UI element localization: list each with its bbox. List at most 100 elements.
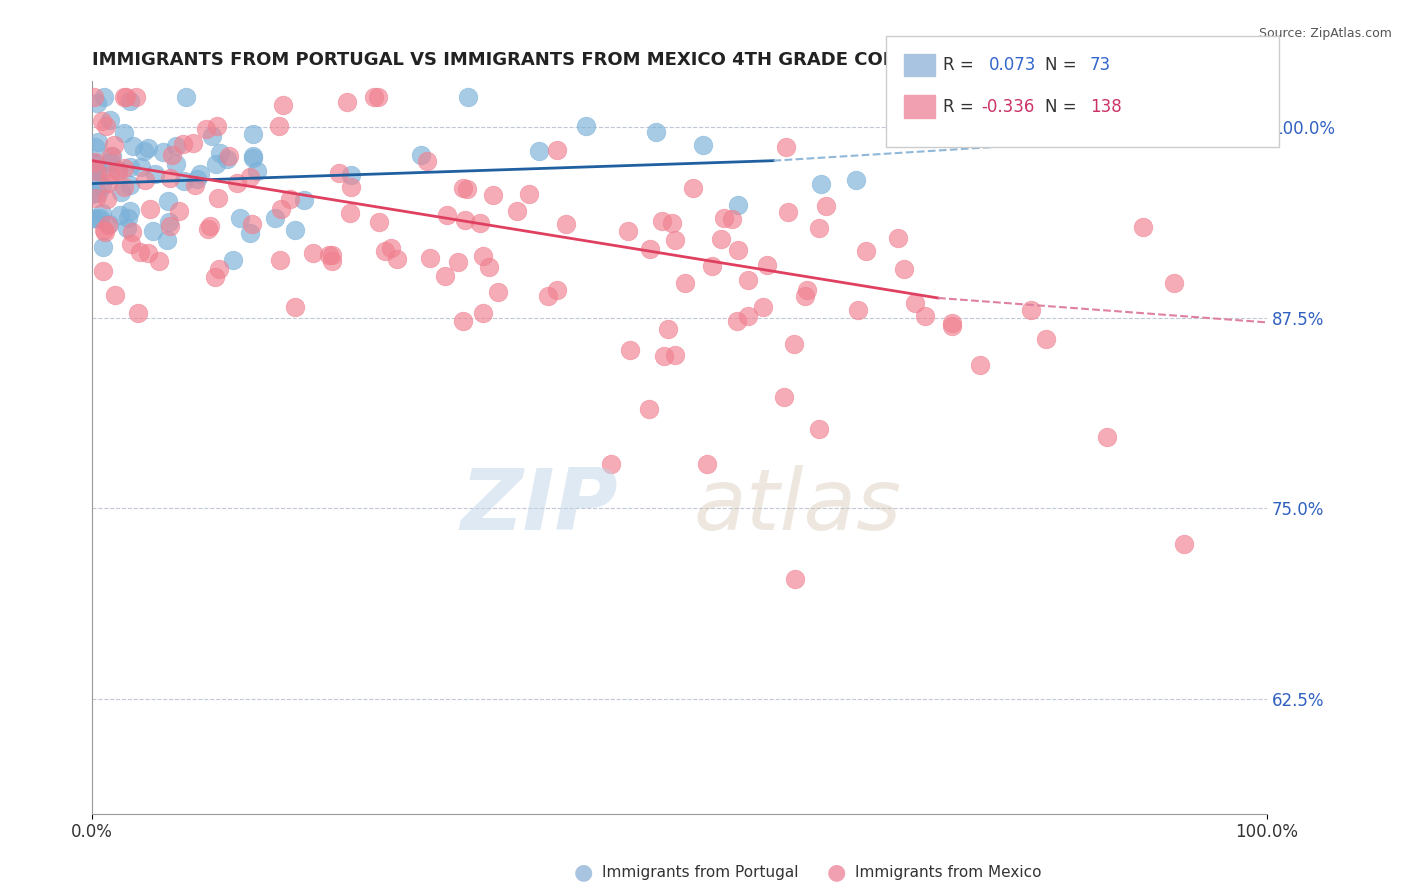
Point bbox=[807, 422, 830, 436]
Point bbox=[727, 198, 749, 212]
Point bbox=[167, 204, 190, 219]
Point bbox=[115, 89, 138, 103]
Point bbox=[673, 277, 696, 291]
Point bbox=[118, 160, 141, 174]
Point bbox=[645, 126, 668, 140]
Point bbox=[94, 225, 117, 239]
Point bbox=[138, 141, 160, 155]
Point bbox=[751, 300, 773, 314]
Point bbox=[201, 128, 224, 143]
Point bbox=[692, 137, 714, 152]
Point bbox=[98, 113, 121, 128]
Point bbox=[471, 249, 494, 263]
Point bbox=[83, 155, 105, 169]
Point bbox=[157, 214, 180, 228]
Point bbox=[91, 206, 114, 220]
Point bbox=[97, 176, 120, 190]
Point bbox=[173, 174, 195, 188]
Point bbox=[218, 149, 240, 163]
Text: 0.073: 0.073 bbox=[988, 56, 1036, 74]
Point bbox=[454, 213, 477, 227]
Point bbox=[87, 186, 110, 201]
Point bbox=[242, 151, 264, 165]
Point bbox=[340, 179, 363, 194]
Point bbox=[328, 166, 350, 180]
Point bbox=[239, 169, 262, 184]
Point bbox=[619, 343, 641, 358]
Text: N =: N = bbox=[1045, 98, 1081, 116]
Point bbox=[696, 457, 718, 471]
Point bbox=[815, 199, 838, 213]
Point bbox=[152, 145, 174, 160]
Point bbox=[519, 187, 541, 202]
Point bbox=[336, 95, 359, 109]
Point bbox=[93, 89, 115, 103]
Point bbox=[83, 140, 105, 154]
Text: N =: N = bbox=[1045, 56, 1081, 74]
Point bbox=[101, 149, 124, 163]
Point bbox=[301, 246, 323, 260]
Point bbox=[94, 120, 117, 134]
Point bbox=[546, 284, 568, 298]
Text: R =: R = bbox=[943, 98, 980, 116]
Text: ZIP: ZIP bbox=[460, 465, 617, 548]
Point bbox=[321, 248, 343, 262]
Text: IMMIGRANTS FROM PORTUGAL VS IMMIGRANTS FROM MEXICO 4TH GRADE CORRELATION CHART: IMMIGRANTS FROM PORTUGAL VS IMMIGRANTS F… bbox=[93, 51, 1070, 69]
Point bbox=[160, 148, 183, 162]
Point bbox=[292, 193, 315, 207]
Point bbox=[527, 144, 550, 158]
Point bbox=[181, 136, 204, 151]
Point bbox=[97, 218, 120, 232]
Point bbox=[82, 211, 104, 225]
Point bbox=[98, 168, 121, 182]
Point bbox=[727, 243, 749, 257]
Point bbox=[778, 205, 800, 219]
Text: 138: 138 bbox=[1090, 98, 1122, 116]
Point bbox=[486, 285, 509, 299]
Point bbox=[222, 253, 245, 268]
Point bbox=[186, 171, 208, 186]
Point bbox=[775, 139, 797, 153]
Point bbox=[90, 165, 112, 179]
Point bbox=[117, 211, 139, 226]
Point bbox=[107, 164, 129, 178]
Point bbox=[122, 138, 145, 153]
Point bbox=[229, 211, 252, 225]
Point bbox=[91, 264, 114, 278]
Point bbox=[84, 191, 107, 205]
Point bbox=[91, 240, 114, 254]
Point bbox=[810, 177, 832, 191]
Point bbox=[112, 126, 135, 140]
Point bbox=[110, 185, 132, 199]
Point bbox=[97, 217, 120, 231]
Point bbox=[321, 254, 343, 268]
Point bbox=[807, 220, 830, 235]
Point bbox=[93, 223, 115, 237]
Point bbox=[82, 187, 104, 202]
Point bbox=[120, 94, 142, 108]
Point bbox=[166, 139, 188, 153]
Point bbox=[927, 128, 949, 143]
Point bbox=[112, 161, 135, 175]
Point bbox=[368, 214, 391, 228]
Point bbox=[318, 248, 340, 262]
Point bbox=[125, 89, 148, 103]
Point bbox=[91, 113, 114, 128]
Point bbox=[83, 89, 105, 103]
Point bbox=[96, 192, 118, 206]
Point bbox=[555, 217, 578, 231]
Point bbox=[204, 269, 226, 284]
Point bbox=[240, 217, 263, 231]
Point bbox=[374, 244, 396, 258]
Point bbox=[118, 204, 141, 219]
Point bbox=[246, 164, 269, 178]
Point bbox=[239, 227, 262, 241]
Point bbox=[159, 170, 181, 185]
Point bbox=[904, 296, 927, 310]
Point bbox=[87, 212, 110, 227]
Point bbox=[284, 300, 307, 314]
Point bbox=[616, 224, 638, 238]
Point bbox=[661, 216, 683, 230]
Text: ●: ● bbox=[574, 863, 593, 882]
Point bbox=[434, 268, 457, 283]
